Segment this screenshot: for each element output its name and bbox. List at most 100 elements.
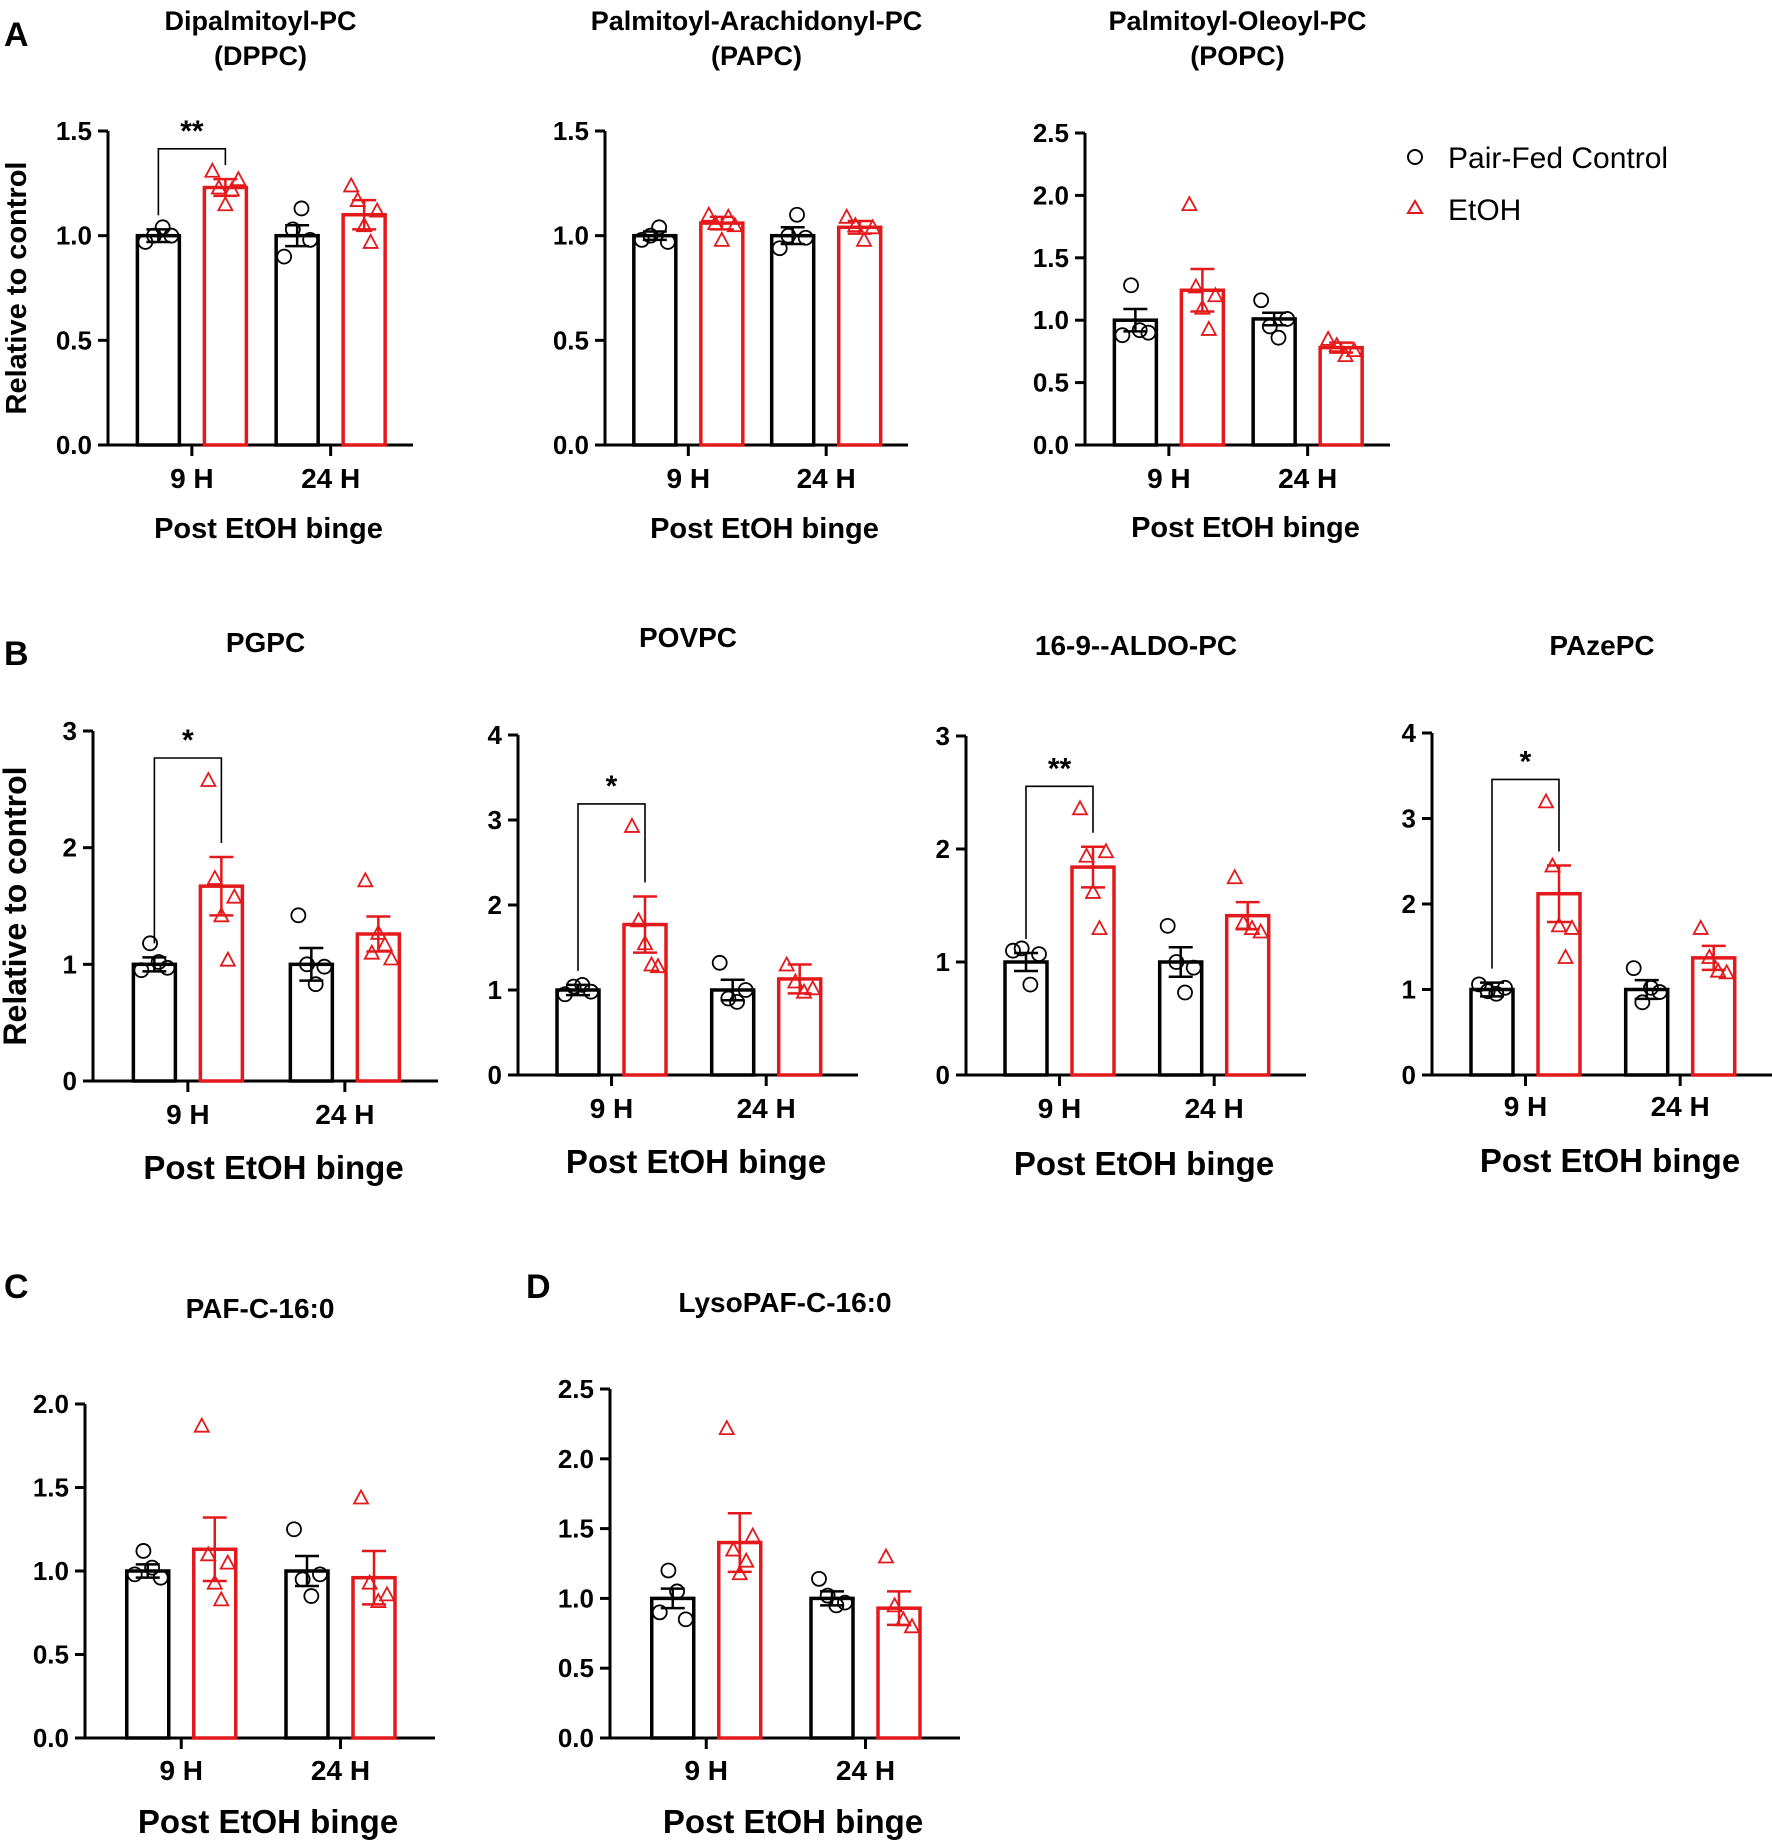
point-etoh: [229, 170, 247, 187]
x-tick-label: 24 H: [836, 1755, 895, 1786]
x-tick-label: 9 H: [590, 1093, 634, 1124]
point-control: [651, 219, 668, 236]
chart-subtitle: (PAPC): [711, 41, 802, 71]
chart-title: 16-9--ALDO-PC: [1035, 630, 1237, 661]
point-etoh: [726, 216, 744, 233]
chart-paf: PAF-C-16:0 0.0 0.5 1.0 1.5 2.0 9 H 24 H Post EtO…: [33, 1293, 435, 1840]
point-control: [737, 982, 754, 998]
bar-control: [769, 233, 816, 447]
point-etoh: [206, 869, 224, 885]
point-etoh: [1206, 286, 1224, 303]
x-tick-label: 9 H: [159, 1755, 203, 1786]
x-axis-label: Post EtOH binge: [663, 1803, 923, 1840]
point-etoh: [1319, 330, 1337, 346]
chart-subtitle: (POPC): [1190, 41, 1285, 71]
point-etoh: [713, 230, 731, 247]
point-etoh: [369, 923, 387, 940]
point-control: [303, 1588, 320, 1604]
point-control: [1643, 979, 1659, 996]
chart-dppc: Dipalmitoyl-PC (DPPC) 0.0 0.5 1.0 1.5 9 H ** 24 …: [1, 6, 413, 545]
x-tick-label: 9 H: [684, 1755, 728, 1786]
bar-control: [1623, 987, 1670, 1077]
point-control: [290, 907, 307, 924]
bar-control: [632, 233, 678, 447]
x-axis-label: Post EtOH binge: [1014, 1145, 1274, 1182]
y-tick-label: 0.5: [1033, 368, 1069, 398]
point-etoh: [1097, 842, 1115, 859]
y-tick-label: 1: [488, 975, 502, 1005]
bar-control: [125, 1569, 171, 1740]
point-control: [299, 956, 315, 973]
x-tick-label: 9 H: [166, 1099, 210, 1130]
point-control: [1031, 946, 1047, 962]
chart-title: Dipalmitoyl-PC: [164, 6, 356, 36]
point-etoh: [223, 180, 241, 197]
point-control: [144, 1559, 160, 1576]
y-tick-label: 2.5: [1033, 118, 1069, 148]
y-tick-label: 0.5: [33, 1640, 69, 1670]
point-control: [150, 954, 167, 970]
point-etoh: [382, 949, 400, 966]
point-etoh: [1692, 919, 1710, 935]
y-tick-label: 0.5: [56, 325, 92, 355]
point-control: [660, 1562, 677, 1579]
bar-etoh: [836, 225, 883, 447]
y-tick-label: 3: [936, 721, 950, 751]
point-etoh: [199, 771, 217, 787]
bar-etoh: [876, 1606, 922, 1740]
legend-etoh-marker: [1406, 199, 1424, 214]
point-etoh: [629, 911, 648, 928]
bar-etoh: [699, 221, 745, 447]
point-control: [135, 1543, 152, 1559]
chart-title: PAF-C-16:0: [186, 1293, 335, 1324]
y-tick-label: 1.5: [558, 1514, 594, 1544]
point-control: [642, 227, 659, 244]
point-etoh: [1180, 195, 1198, 212]
point-etoh: [1328, 336, 1346, 353]
x-tick-label: 9 H: [667, 463, 711, 494]
point-etoh: [1226, 868, 1244, 885]
y-tick-label: 2: [1402, 889, 1416, 919]
point-etoh: [894, 1610, 912, 1627]
point-etoh: [649, 957, 667, 974]
point-etoh: [855, 230, 873, 247]
y-tick-label: 0: [63, 1066, 77, 1096]
point-etoh: [1193, 298, 1211, 315]
point-control: [565, 978, 582, 995]
y-tick-label: 0.0: [1033, 430, 1069, 460]
point-control: [1479, 983, 1496, 1000]
point-control: [1634, 994, 1651, 1011]
x-axis-label: Post EtOH binge: [566, 1143, 826, 1180]
point-etoh: [356, 871, 374, 888]
chart-title: LysoPAF-C-16:0: [678, 1287, 891, 1318]
bar-control: [1157, 960, 1204, 1077]
point-etoh: [1187, 277, 1205, 294]
chart-subtitle: (DPPC): [214, 41, 307, 71]
bar-control: [135, 233, 182, 447]
chart-popc: Palmitoyl-Oleoyl-PC (POPC) 0.0 0.5 1.0 1.5 2.0…: [1033, 6, 1390, 544]
significance-marker: *: [606, 770, 618, 803]
chart-title: PAzePC: [1549, 630, 1654, 661]
bar-control: [809, 1596, 855, 1740]
x-tick-label: 24 H: [737, 1093, 796, 1124]
point-etoh: [1550, 916, 1568, 933]
point-control: [1013, 940, 1030, 957]
point-control: [316, 958, 333, 975]
bar-control: [131, 962, 178, 1083]
chart-title: PGPC: [226, 627, 305, 658]
chart-lysopaf: LysoPAF-C-16:0 0.0 0.5 1.0 1.5 2.0 2.5 9 H 24 H P…: [558, 1287, 960, 1840]
point-etoh: [219, 950, 237, 967]
y-tick-label: 1.0: [56, 221, 92, 251]
point-control: [780, 227, 797, 244]
y-tick-label: 1.5: [56, 116, 92, 146]
y-axis-label: Relative to control: [0, 766, 33, 1045]
significance-bracket: [577, 803, 646, 971]
panel-letter-d: D: [526, 1268, 551, 1306]
point-control: [1140, 324, 1157, 341]
chart-pgpc: PGPC 0 1 2 3 9 H * 24 H Post EtOH binge Relative …: [0, 627, 438, 1186]
point-control: [1177, 984, 1193, 1001]
y-tick-label: 0.0: [33, 1723, 69, 1753]
point-etoh: [1718, 963, 1736, 980]
y-tick-label: 1: [1402, 975, 1416, 1005]
x-tick-label: 9 H: [1504, 1091, 1548, 1122]
